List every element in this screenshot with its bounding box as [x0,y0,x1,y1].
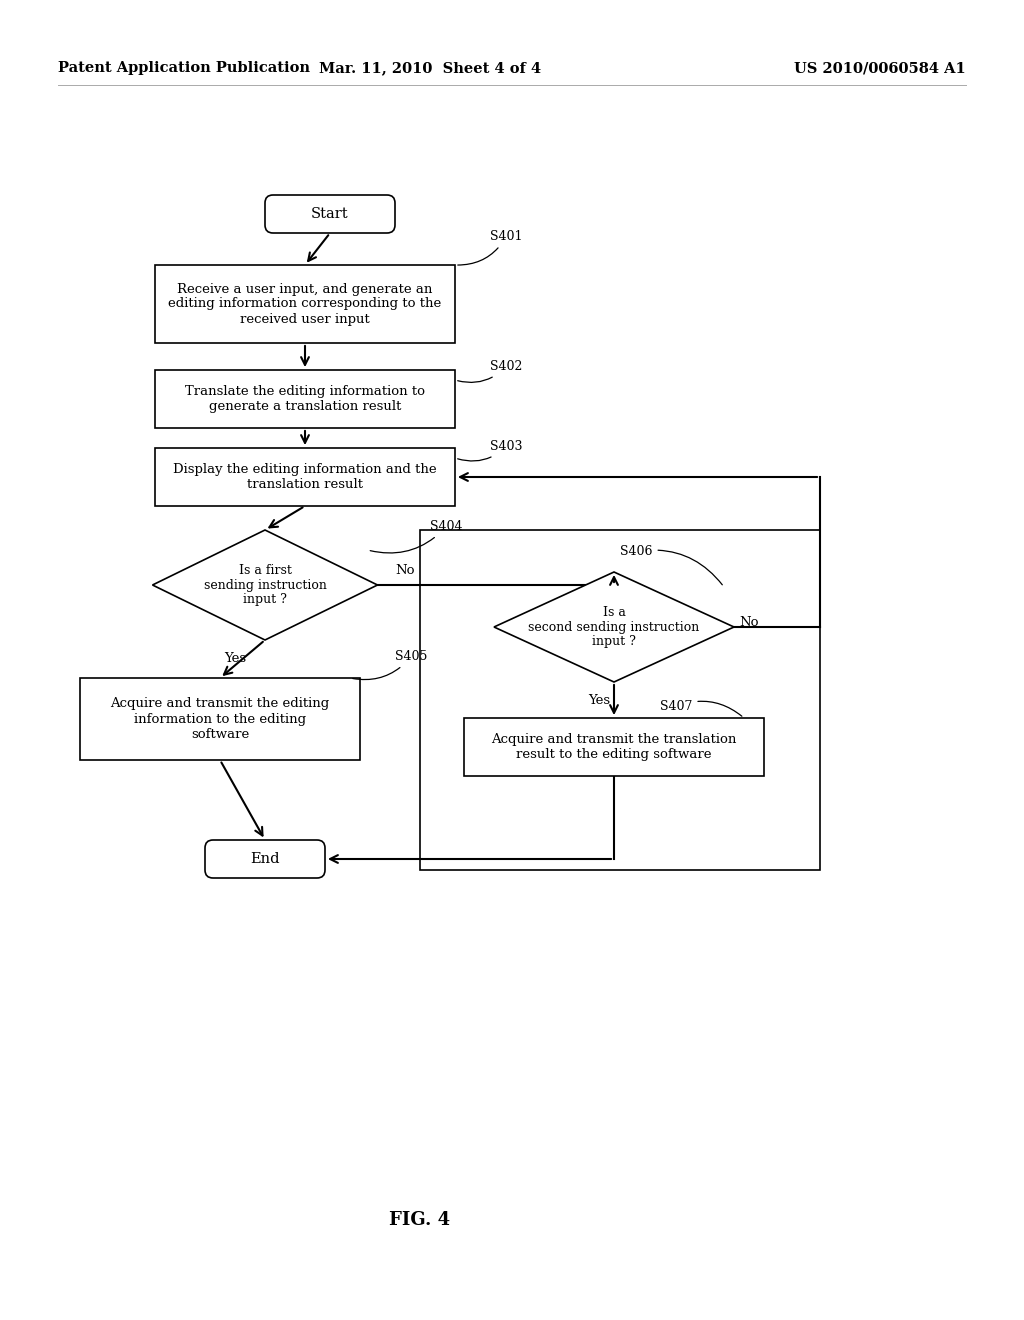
Text: Display the editing information and the
translation result: Display the editing information and the … [173,463,437,491]
Text: No: No [739,615,759,628]
Text: S403: S403 [458,440,522,461]
Text: S405: S405 [352,649,427,680]
Text: S407: S407 [660,700,741,717]
Bar [155,447,455,506]
Text: FIG. 4: FIG. 4 [389,1210,451,1229]
FancyBboxPatch shape [265,195,395,234]
Text: Yes: Yes [224,652,246,665]
Bar [420,531,820,870]
Text: S406: S406 [620,545,722,585]
Text: S401: S401 [458,230,522,265]
Text: End: End [250,851,280,866]
Text: Translate the editing information to
generate a translation result: Translate the editing information to gen… [185,385,425,413]
Text: US 2010/0060584 A1: US 2010/0060584 A1 [795,61,966,75]
Text: Yes: Yes [588,694,610,708]
Bar [464,718,764,776]
Text: S404: S404 [371,520,463,553]
Bar [155,265,455,343]
Text: No: No [395,565,415,578]
Bar [80,678,360,760]
Polygon shape [494,572,734,682]
Text: Acquire and transmit the editing
information to the editing
software: Acquire and transmit the editing informa… [111,697,330,741]
FancyBboxPatch shape [205,840,325,878]
Text: Start: Start [311,207,349,220]
Text: Is a
second sending instruction
input ?: Is a second sending instruction input ? [528,606,699,648]
Text: S402: S402 [458,360,522,383]
Text: Receive a user input, and generate an
editing information corresponding to the
r: Receive a user input, and generate an ed… [168,282,441,326]
Bar [155,370,455,428]
Polygon shape [153,531,378,640]
Text: Acquire and transmit the translation
result to the editing software: Acquire and transmit the translation res… [492,733,736,762]
Text: Patent Application Publication: Patent Application Publication [58,61,310,75]
Text: Is a first
sending instruction
input ?: Is a first sending instruction input ? [204,564,327,606]
Text: Mar. 11, 2010  Sheet 4 of 4: Mar. 11, 2010 Sheet 4 of 4 [318,61,541,75]
